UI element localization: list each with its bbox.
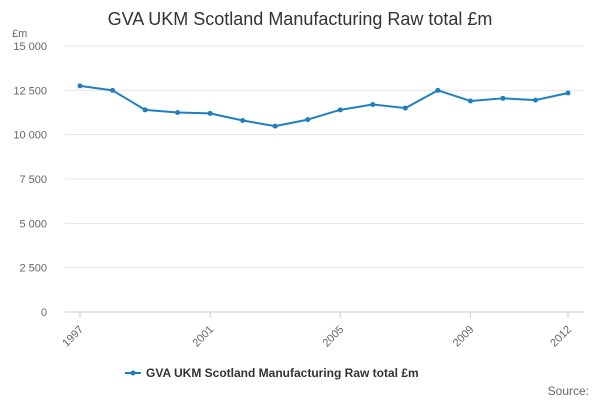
y-axis-tick-labels: 0 2 500 5 000 7 500 10 000 12 500 15 000 [13,41,47,319]
y-tick-label: 2 500 [19,263,47,275]
x-tick-label: 1997 [60,324,86,350]
chart-title: GVA UKM Scotland Manufacturing Raw total… [108,9,493,29]
y-tick-label: 10 000 [13,130,47,142]
data-point-2011[interactable] [532,97,538,103]
y-tick-label: 12 500 [13,85,47,97]
legend-marker [130,370,136,376]
data-point-2010[interactable] [500,95,506,101]
data-point-2001[interactable] [207,110,213,116]
data-point-1997[interactable] [77,83,83,89]
y-tick-label: 5 000 [19,218,47,230]
x-tick-label: 2012 [548,324,574,350]
data-point-1998[interactable] [110,87,116,93]
data-point-2000[interactable] [175,110,181,115]
y-tick-label: 7 500 [19,174,47,186]
series-line[interactable] [79,84,569,128]
y-axis-unit-label: £m [12,28,27,40]
data-point-2008[interactable] [435,87,441,93]
data-point-2004[interactable] [305,117,311,123]
x-axis: 1997 2001 2005 2009 2012 [60,312,574,349]
y-tick-label: 15 000 [13,41,47,53]
legend[interactable]: GVA UKM Scotland Manufacturing Raw total… [125,366,419,380]
source-label: Source: [548,384,589,398]
data-point-2003[interactable] [272,123,278,129]
y-tick-label: 0 [41,307,47,319]
data-point-2009[interactable] [467,98,473,104]
x-tick-label: 2005 [321,324,347,350]
data-point-2002[interactable] [240,117,246,123]
x-tick-label: 2009 [451,324,477,350]
data-point-2012[interactable] [565,90,571,96]
data-point-2005[interactable] [337,107,343,113]
legend-label: GVA UKM Scotland Manufacturing Raw total… [146,366,419,380]
data-point-2007[interactable] [402,105,408,111]
data-point-1999[interactable] [142,107,148,113]
series-group [77,83,571,129]
x-tick-label: 2001 [190,324,216,350]
gridlines [65,45,584,313]
data-point-2006[interactable] [370,102,376,108]
